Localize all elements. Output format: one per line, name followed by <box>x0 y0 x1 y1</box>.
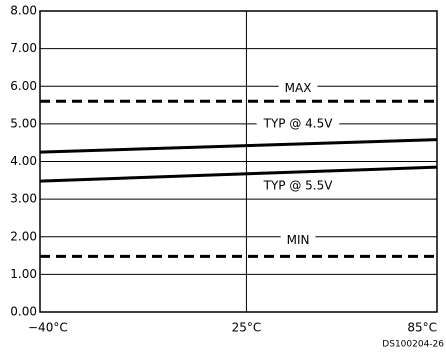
label-background <box>278 79 318 96</box>
y-tick-label: 0.00 <box>10 305 37 319</box>
x-tick-label: 85°C <box>407 321 437 335</box>
y-tick-label: 1.00 <box>10 267 37 281</box>
y-tick-label: 8.00 <box>10 4 37 18</box>
figure-note: DS100204-26 <box>382 340 444 350</box>
label-background <box>256 177 340 194</box>
series-line <box>39 138 438 154</box>
y-tick-label: 3.00 <box>10 192 37 206</box>
series-label: TYP @ 4.5V <box>263 117 334 131</box>
y-tick-label: 5.00 <box>10 116 37 130</box>
series-label: MAX <box>285 81 312 95</box>
x-tick-label: 25°C <box>232 321 262 335</box>
label-background <box>280 231 316 248</box>
y-tick-label: 6.00 <box>10 79 37 93</box>
y-tick-label: 4.00 <box>10 154 37 168</box>
series-line <box>39 165 438 183</box>
y-tick-label: 2.00 <box>10 229 37 243</box>
label-background <box>256 115 340 132</box>
x-tick-label: −40°C <box>28 321 68 335</box>
series-label: TYP @ 5.5V <box>263 179 334 193</box>
y-tick-label: 7.00 <box>10 41 37 55</box>
series-label: MIN <box>287 233 310 247</box>
